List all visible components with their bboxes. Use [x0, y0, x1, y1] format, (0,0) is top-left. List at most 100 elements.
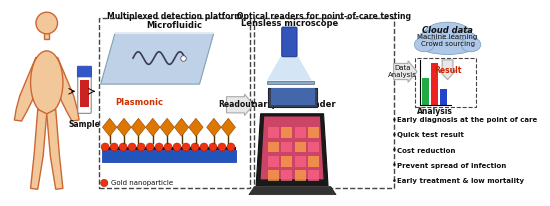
Text: Early diagnosis at the point of care: Early diagnosis at the point of care [397, 117, 537, 123]
Circle shape [200, 143, 208, 151]
Circle shape [227, 143, 235, 151]
Circle shape [182, 143, 190, 151]
Bar [99, 18, 250, 188]
Text: Multiplexed detection platform: Multiplexed detection platform [107, 12, 242, 21]
FancyBboxPatch shape [78, 66, 92, 77]
Polygon shape [267, 55, 312, 81]
Polygon shape [102, 118, 117, 136]
Circle shape [101, 143, 109, 151]
Text: •: • [392, 116, 397, 125]
Polygon shape [160, 118, 174, 136]
Bar [268, 156, 279, 167]
Text: •: • [392, 146, 397, 155]
Bar [268, 127, 279, 138]
Circle shape [128, 143, 136, 151]
Text: Analysis: Analysis [417, 108, 453, 117]
Polygon shape [101, 33, 214, 84]
Bar [295, 170, 306, 181]
Text: Smartphone reader: Smartphone reader [243, 100, 336, 109]
Polygon shape [14, 57, 41, 121]
Text: Gold nanoparticle: Gold nanoparticle [111, 180, 173, 186]
Text: •: • [392, 162, 397, 170]
Bar [254, 18, 394, 188]
Bar [308, 156, 319, 167]
Bar [295, 127, 306, 138]
Polygon shape [207, 118, 221, 136]
Polygon shape [131, 118, 146, 136]
Bar [441, 89, 447, 105]
Ellipse shape [31, 51, 63, 114]
Bar [102, 147, 236, 150]
Text: Result: Result [434, 66, 461, 75]
Circle shape [101, 179, 108, 187]
FancyBboxPatch shape [282, 27, 297, 57]
Text: Cloud data: Cloud data [422, 26, 473, 35]
Ellipse shape [414, 37, 434, 52]
Bar [295, 156, 306, 167]
Text: Lensless microscope: Lensless microscope [241, 19, 338, 28]
Bar [268, 170, 279, 181]
Circle shape [218, 143, 226, 151]
Circle shape [191, 143, 199, 151]
Text: Quick test result: Quick test result [397, 132, 464, 138]
Ellipse shape [461, 37, 481, 52]
Bar [308, 142, 319, 152]
Text: Prevent spread of infection: Prevent spread of infection [397, 163, 507, 169]
Polygon shape [146, 118, 160, 136]
Polygon shape [117, 118, 131, 136]
Text: Readout: Readout [218, 100, 255, 109]
Polygon shape [256, 114, 328, 186]
Bar [102, 150, 236, 162]
FancyArrow shape [394, 61, 417, 82]
Bar [281, 127, 292, 138]
FancyBboxPatch shape [267, 81, 314, 84]
Text: Cost reduction: Cost reduction [397, 148, 455, 154]
Bar [281, 142, 292, 152]
Circle shape [110, 143, 118, 151]
Ellipse shape [418, 30, 445, 50]
Bar [422, 78, 428, 105]
Bar [415, 58, 476, 108]
Polygon shape [261, 116, 323, 179]
Polygon shape [221, 118, 235, 136]
Bar [308, 127, 319, 138]
Circle shape [137, 143, 145, 151]
Bar [44, 32, 50, 39]
Text: Machine learning
Crowd sourcing: Machine learning Crowd sourcing [417, 34, 478, 48]
Polygon shape [31, 109, 47, 189]
Ellipse shape [450, 31, 477, 49]
Polygon shape [249, 187, 336, 195]
Text: Early treatment & low mortality: Early treatment & low mortality [397, 178, 524, 184]
Ellipse shape [421, 38, 475, 54]
Text: Sample: Sample [69, 120, 101, 129]
Bar [431, 63, 438, 105]
FancyArrow shape [439, 60, 455, 80]
Circle shape [146, 143, 154, 151]
Circle shape [173, 143, 181, 151]
Circle shape [155, 143, 163, 151]
FancyArrow shape [227, 94, 254, 116]
Text: •: • [392, 177, 397, 186]
Circle shape [119, 143, 127, 151]
Bar [268, 142, 279, 152]
Text: Microfluidic: Microfluidic [146, 21, 202, 30]
Text: Optical readers for point-of-care testing: Optical readers for point-of-care testin… [238, 12, 411, 21]
Polygon shape [52, 57, 79, 121]
Bar [271, 88, 315, 105]
Bar [268, 88, 317, 108]
Polygon shape [189, 118, 203, 136]
Text: Plasmonic: Plasmonic [116, 98, 163, 107]
Bar [80, 80, 89, 107]
Ellipse shape [423, 22, 472, 49]
Text: Data
Analysis: Data Analysis [388, 65, 417, 78]
Circle shape [209, 143, 217, 151]
Text: •: • [392, 131, 397, 140]
Bar [308, 170, 319, 181]
Circle shape [36, 12, 58, 34]
Polygon shape [174, 118, 189, 136]
Polygon shape [47, 109, 63, 189]
FancyBboxPatch shape [78, 68, 91, 113]
Circle shape [164, 143, 172, 151]
Bar [295, 142, 306, 152]
Bar [281, 156, 292, 167]
